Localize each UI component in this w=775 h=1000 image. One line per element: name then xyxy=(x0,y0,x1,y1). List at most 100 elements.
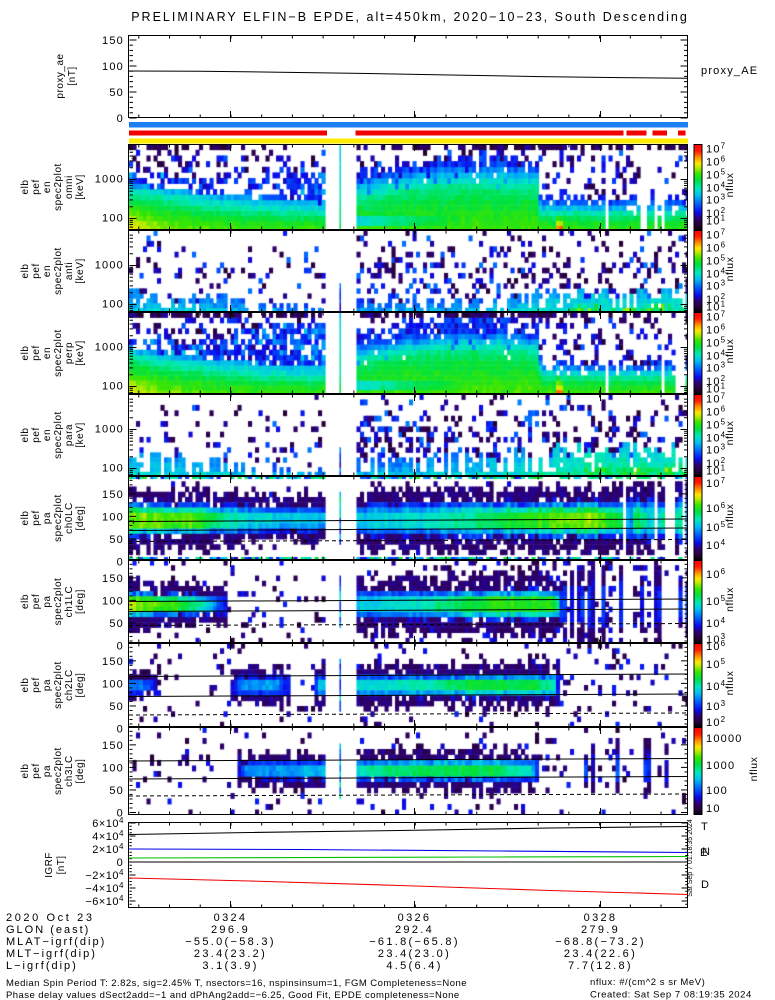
svg-text:2×104: 2×104 xyxy=(92,842,124,856)
svg-text:Created: Sat Sep 7 08:19:35 2: Created: Sat Sep 7 08:19:35 2024 xyxy=(590,990,752,1000)
svg-text:L−igrf(dip): L−igrf(dip) xyxy=(6,960,78,972)
svg-text:elb: elb xyxy=(20,764,31,779)
svg-text:107: 107 xyxy=(706,391,726,405)
svg-text:103: 103 xyxy=(706,699,726,713)
svg-text:50: 50 xyxy=(109,618,124,630)
svg-text:elb: elb xyxy=(20,180,31,195)
svg-text:103: 103 xyxy=(706,361,726,375)
svg-text:T: T xyxy=(701,821,708,833)
svg-text:nflux: nflux xyxy=(724,256,736,281)
svg-text:nflux: nflux xyxy=(748,756,760,781)
svg-text:100: 100 xyxy=(706,785,728,797)
svg-text:50: 50 xyxy=(109,534,124,546)
svg-text:1000: 1000 xyxy=(95,174,124,186)
svg-text:−61.8(−65.8): −61.8(−65.8) xyxy=(369,936,460,948)
svg-text:proxy_ae: proxy_ae xyxy=(55,53,66,98)
svg-text:[keV]: [keV] xyxy=(75,174,86,200)
svg-text:101: 101 xyxy=(706,381,726,395)
svg-text:1000: 1000 xyxy=(95,260,124,272)
svg-text:106: 106 xyxy=(706,567,726,581)
svg-text:102: 102 xyxy=(706,206,726,220)
svg-text:6×104: 6×104 xyxy=(92,816,124,830)
svg-text:Sat Sep 7 01:18:35 2024: Sat Sep 7 01:18:35 2024 xyxy=(687,819,694,897)
svg-text:103: 103 xyxy=(706,632,726,646)
svg-text:107: 107 xyxy=(706,141,726,155)
svg-text:spec2plot: spec2plot xyxy=(53,494,64,542)
svg-text:pef: pef xyxy=(31,763,42,779)
svg-text:101: 101 xyxy=(706,463,726,477)
svg-text:pef: pef xyxy=(31,677,42,693)
svg-text:nflux: nflux xyxy=(724,338,736,363)
svg-text:101: 101 xyxy=(706,213,726,227)
svg-text:[keV]: [keV] xyxy=(75,422,86,448)
svg-text:100: 100 xyxy=(102,61,124,73)
svg-text:0: 0 xyxy=(117,113,124,125)
svg-text:50: 50 xyxy=(109,87,124,99)
svg-text:IGRF: IGRF xyxy=(44,852,55,878)
svg-text:−6×104: −6×104 xyxy=(85,894,124,908)
svg-text:4.5(6.4): 4.5(6.4) xyxy=(386,960,442,972)
svg-text:105: 105 xyxy=(706,594,726,608)
svg-text:MLT−igrf(dip): MLT−igrf(dip) xyxy=(6,948,97,960)
svg-text:0328: 0328 xyxy=(584,912,618,924)
svg-text:pa: pa xyxy=(42,679,53,691)
svg-text:[deg]: [deg] xyxy=(75,506,86,531)
svg-text:ch3LC: ch3LC xyxy=(64,755,75,787)
svg-text:279.9: 279.9 xyxy=(581,924,620,936)
svg-text:E: E xyxy=(700,847,707,859)
svg-text:106: 106 xyxy=(706,241,726,255)
svg-text:106: 106 xyxy=(706,501,726,515)
svg-text:150: 150 xyxy=(102,489,124,501)
svg-text:pef: pef xyxy=(31,594,42,610)
svg-text:104: 104 xyxy=(706,538,726,552)
svg-text:elb: elb xyxy=(20,594,31,609)
svg-text:1000: 1000 xyxy=(95,424,124,436)
svg-text:nflux: nflux xyxy=(724,503,736,528)
svg-text:spec2plot: spec2plot xyxy=(53,329,64,377)
svg-text:para: para xyxy=(64,424,75,446)
svg-text:50: 50 xyxy=(109,701,124,713)
svg-text:perp: perp xyxy=(64,342,75,364)
svg-text:1000: 1000 xyxy=(95,342,124,354)
svg-text:104: 104 xyxy=(706,266,726,280)
svg-text:−4×104: −4×104 xyxy=(85,881,124,895)
svg-text:omni: omni xyxy=(64,175,75,199)
svg-text:23.4(22.6): 23.4(22.6) xyxy=(564,948,637,960)
svg-text:en: en xyxy=(42,347,53,359)
svg-text:100: 100 xyxy=(102,596,124,608)
svg-text:104: 104 xyxy=(706,616,726,630)
svg-text:pef: pef xyxy=(31,345,42,361)
svg-text:pef: pef xyxy=(31,510,42,526)
svg-text:101: 101 xyxy=(706,299,726,313)
svg-text:150: 150 xyxy=(102,573,124,585)
svg-text:pa: pa xyxy=(42,512,53,524)
svg-text:105: 105 xyxy=(706,254,726,268)
svg-text:[keV]: [keV] xyxy=(75,340,86,366)
svg-text:elb: elb xyxy=(20,511,31,526)
svg-text:en: en xyxy=(42,265,53,277)
svg-text:104: 104 xyxy=(706,348,726,362)
svg-text:anti: anti xyxy=(64,262,75,280)
svg-text:102: 102 xyxy=(706,456,726,470)
svg-text:elb: elb xyxy=(20,264,31,279)
svg-text:23.4(23.2): 23.4(23.2) xyxy=(194,948,267,960)
svg-text:104: 104 xyxy=(706,180,726,194)
svg-text:0: 0 xyxy=(117,557,124,569)
svg-text:2020 Oct 23: 2020 Oct 23 xyxy=(6,912,95,924)
svg-text:GLON (east): GLON (east) xyxy=(6,924,90,936)
svg-text:pa: pa xyxy=(42,765,53,777)
svg-text:[deg]: [deg] xyxy=(75,759,86,784)
svg-text:0326: 0326 xyxy=(398,912,432,924)
svg-text:+: + xyxy=(131,154,136,164)
svg-text:nflux: nflux xyxy=(724,420,736,445)
svg-text:D: D xyxy=(701,879,709,891)
svg-text:7.7(12.8): 7.7(12.8) xyxy=(568,960,633,972)
svg-text:elb: elb xyxy=(20,428,31,443)
svg-text:pa: pa xyxy=(42,595,53,607)
svg-text:spec2plot: spec2plot xyxy=(53,747,64,795)
svg-text:104: 104 xyxy=(706,679,726,693)
svg-text:[deg]: [deg] xyxy=(75,673,86,698)
svg-text:107: 107 xyxy=(706,309,726,323)
svg-text:103: 103 xyxy=(706,443,726,457)
svg-text:100: 100 xyxy=(102,512,124,524)
